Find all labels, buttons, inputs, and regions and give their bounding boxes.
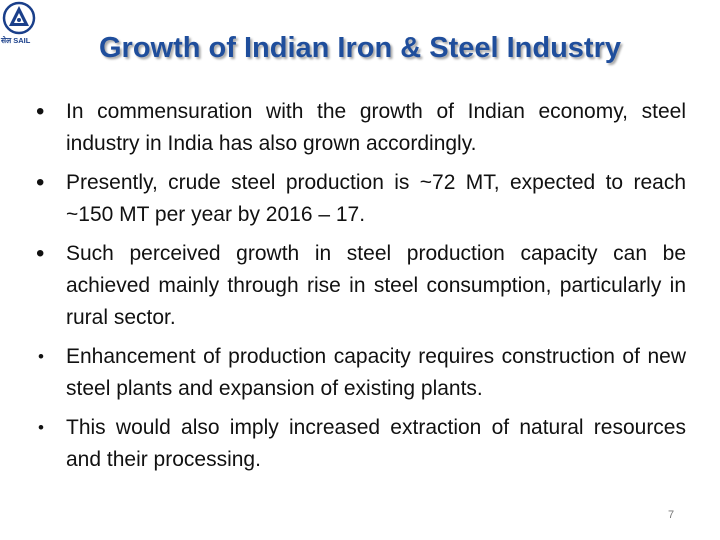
- bullet-marker: •: [38, 347, 44, 366]
- bullet-item: • In commensuration with the growth of I…: [36, 96, 686, 160]
- sail-logo-icon: [2, 1, 36, 35]
- bullet-marker: •: [36, 240, 45, 267]
- bullet-marker: •: [36, 169, 45, 196]
- bullet-item: • Presently, crude steel production is ~…: [36, 167, 686, 231]
- bullet-list: • In commensuration with the growth of I…: [36, 96, 686, 483]
- bullet-text: Presently, crude steel production is ~72…: [66, 171, 686, 226]
- bullet-text: In commensuration with the growth of Ind…: [66, 100, 686, 155]
- logo-label: सेल SAIL: [1, 36, 31, 45]
- bullet-text: This would also imply increased extracti…: [66, 416, 686, 471]
- slide-title: Growth of Indian Iron & Steel Industry: [98, 32, 621, 64]
- sail-logo: सेल SAIL: [0, 0, 40, 50]
- bullet-item: • This would also imply increased extrac…: [36, 412, 686, 476]
- bullet-marker: •: [36, 98, 45, 125]
- bullet-item: • Such perceived growth in steel product…: [36, 238, 686, 334]
- bullet-text: Enhancement of production capacity requi…: [66, 345, 686, 400]
- bullet-marker: •: [38, 418, 44, 437]
- bullet-text: Such perceived growth in steel productio…: [66, 242, 686, 329]
- bullet-item: • Enhancement of production capacity req…: [36, 341, 686, 405]
- page-number: 7: [668, 509, 675, 521]
